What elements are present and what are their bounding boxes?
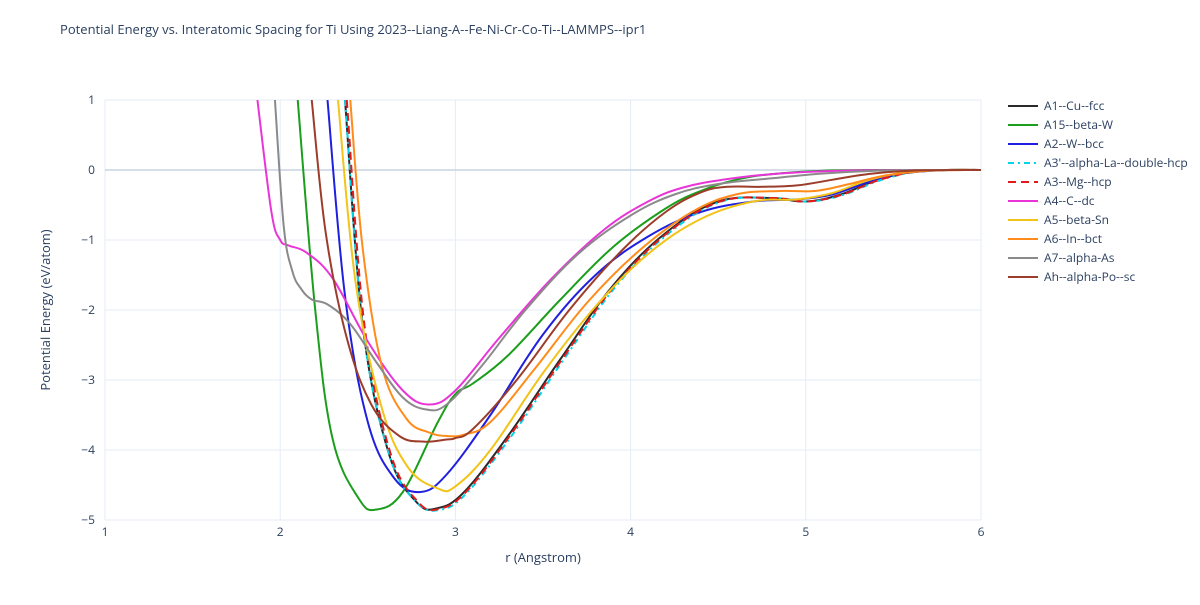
legend-label: A4--C--dc (1044, 192, 1095, 209)
legend-item[interactable]: A15--beta-W (1008, 116, 1113, 133)
series-line[interactable] (338, 100, 981, 491)
y-axis-label: Potential Energy (eV/atom) (36, 229, 54, 390)
legend-item[interactable]: A2--W--bcc (1008, 135, 1104, 152)
legend-label: A3'--alpha-La--double-hcp (1044, 154, 1188, 171)
legend-item[interactable]: A4--C--dc (1008, 192, 1095, 209)
series-line[interactable] (298, 100, 981, 510)
y-tick-label: −5 (81, 511, 95, 528)
legend-item[interactable]: A3'--alpha-La--double-hcp (1008, 154, 1188, 171)
legend-label: A7--alpha-As (1044, 249, 1115, 266)
legend-item[interactable]: A1--Cu--fcc (1008, 97, 1105, 114)
legend-label: A1--Cu--fcc (1044, 97, 1105, 114)
y-tick-label: 0 (88, 161, 95, 178)
legend-item[interactable]: A5--beta-Sn (1008, 211, 1109, 228)
legend-label: A3--Mg--hcp (1044, 173, 1112, 190)
legend-label: Ah--alpha-Po--sc (1044, 268, 1135, 285)
series-line[interactable] (328, 100, 981, 492)
x-tick-label: 3 (452, 523, 459, 540)
y-tick-label: 1 (88, 91, 95, 108)
legend-item[interactable]: Ah--alpha-Po--sc (1008, 268, 1135, 285)
y-tick-label: −4 (81, 441, 95, 458)
legend-label: A6--In--bct (1044, 230, 1102, 247)
energy-spacing-chart: 1 2 3 4 5 6 −5 −4 −3 −2 −1 0 1 A1--Cu--fcc A15--beta-… (0, 0, 1200, 600)
legend-item[interactable]: A6--In--bct (1008, 230, 1102, 247)
series-line[interactable] (345, 100, 981, 510)
x-tick-label: 4 (627, 523, 634, 540)
legend-label: A15--beta-W (1044, 116, 1113, 133)
x-tick-label: 2 (277, 523, 284, 540)
y-tick-label: −2 (81, 301, 95, 318)
series-line[interactable] (350, 100, 981, 436)
x-tick-label: 1 (102, 523, 109, 540)
y-tick-label: −1 (81, 231, 95, 248)
legend-label: A5--beta-Sn (1044, 211, 1109, 228)
x-tick-label: 6 (978, 523, 985, 540)
x-axis-label: r (Angstrom) (505, 548, 581, 566)
series-line[interactable] (345, 100, 981, 511)
chart-title: Potential Energy vs. Interatomic Spacing… (60, 20, 646, 38)
series-line[interactable] (347, 100, 981, 510)
y-tick-label: −3 (81, 371, 95, 388)
legend-item[interactable]: A7--alpha-As (1008, 249, 1115, 266)
series-line[interactable] (312, 100, 981, 442)
x-tick-label: 5 (802, 523, 809, 540)
legend-item[interactable]: A3--Mg--hcp (1008, 173, 1112, 190)
legend-label: A2--W--bcc (1044, 135, 1104, 152)
